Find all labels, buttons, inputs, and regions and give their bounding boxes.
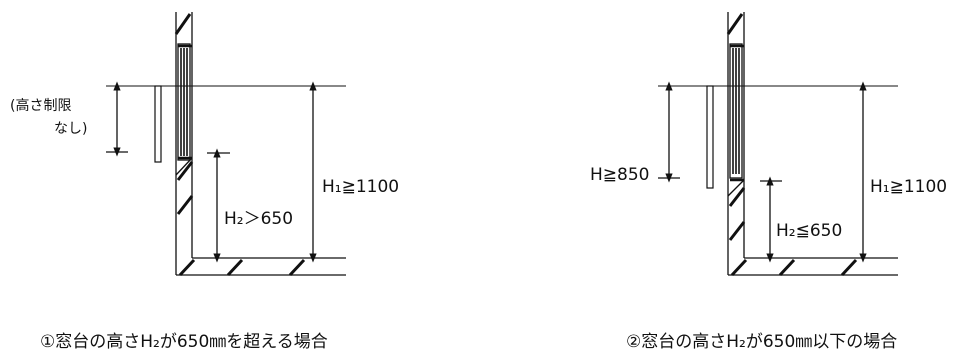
right-floor	[728, 257, 898, 277]
left-h1-label: H₁≧1100	[322, 177, 399, 197]
left-no-limit-label-line2: なし)	[54, 121, 87, 137]
left-caption: ①窓台の高さH₂が650㎜を超える場合	[40, 332, 328, 352]
left-nolimit-dimension	[106, 81, 128, 157]
left-railing	[154, 85, 162, 163]
left-no-limit-label-line1: (高さ制限	[10, 97, 71, 114]
left-h2-dimension	[207, 148, 230, 263]
right-railing	[706, 85, 714, 189]
right-caption: ②窓台の高さH₂が650㎜以下の場合	[626, 332, 897, 352]
right-h2-dimension	[760, 176, 782, 263]
left-wall	[174, 12, 194, 275]
right-h2-label: H₂≦650	[776, 221, 842, 241]
right-h-label: H≧850	[590, 165, 649, 185]
right-h1-label: H₁≧1100	[870, 177, 947, 197]
left-diagram	[106, 12, 346, 277]
right-h-dimension	[658, 81, 680, 183]
right-diagram	[658, 12, 898, 277]
left-floor	[176, 257, 346, 277]
left-h2-label: H₂＞650	[224, 209, 293, 229]
right-wall	[726, 12, 746, 275]
right-window	[729, 43, 744, 182]
left-window	[177, 43, 192, 161]
